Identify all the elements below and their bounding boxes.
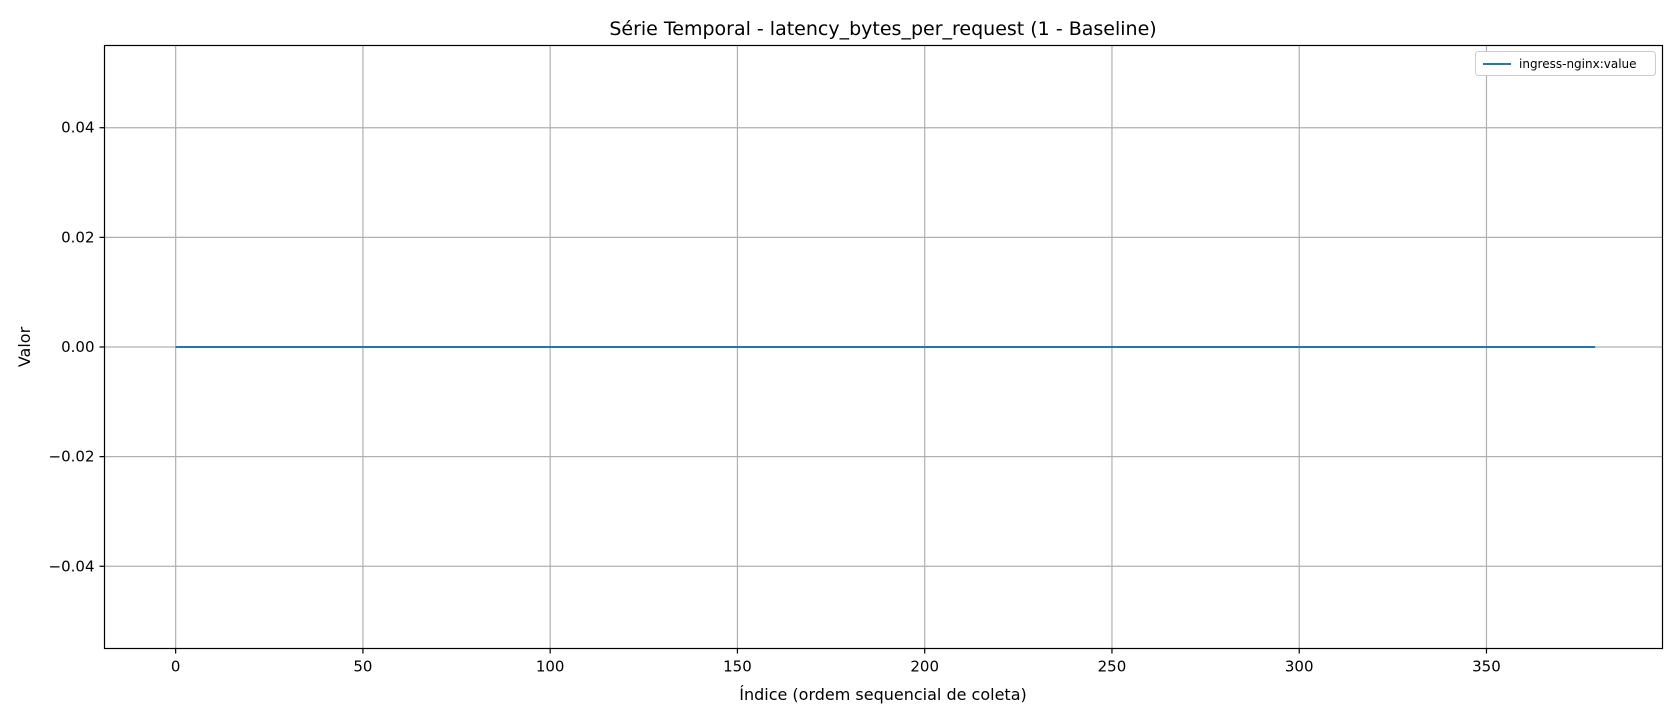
x-axis-label: Índice (ordem sequencial de coleta) [739, 685, 1027, 704]
x-tick-label: 200 [910, 658, 939, 676]
y-tick-label: −0.02 [49, 448, 95, 466]
chart-title: Série Temporal - latency_bytes_per_reque… [609, 18, 1156, 40]
x-tick-label: 150 [723, 658, 752, 676]
x-tick-label: 350 [1472, 658, 1501, 676]
y-tick-label: 0.02 [61, 228, 94, 246]
y-tick-label: 0.00 [61, 338, 94, 356]
legend-label-ingress-nginx: ingress-nginx:value [1519, 57, 1637, 71]
legend: ingress-nginx:value [1475, 51, 1656, 76]
x-tick-label: 300 [1285, 658, 1314, 676]
legend-box [1475, 51, 1656, 76]
y-tick-label: −0.04 [49, 557, 95, 575]
x-tick-label: 0 [171, 658, 181, 676]
y-tick-label: 0.04 [61, 119, 94, 137]
x-tick-label: 250 [1098, 658, 1127, 676]
y-axis-label: Valor [15, 326, 34, 367]
x-tick-label: 100 [536, 658, 565, 676]
axis-ticks: 0 50 100 150 200 250 300 350 −0.04 −0.02 0.00 0.02 0… [49, 119, 1501, 676]
x-tick-label: 50 [353, 658, 372, 676]
